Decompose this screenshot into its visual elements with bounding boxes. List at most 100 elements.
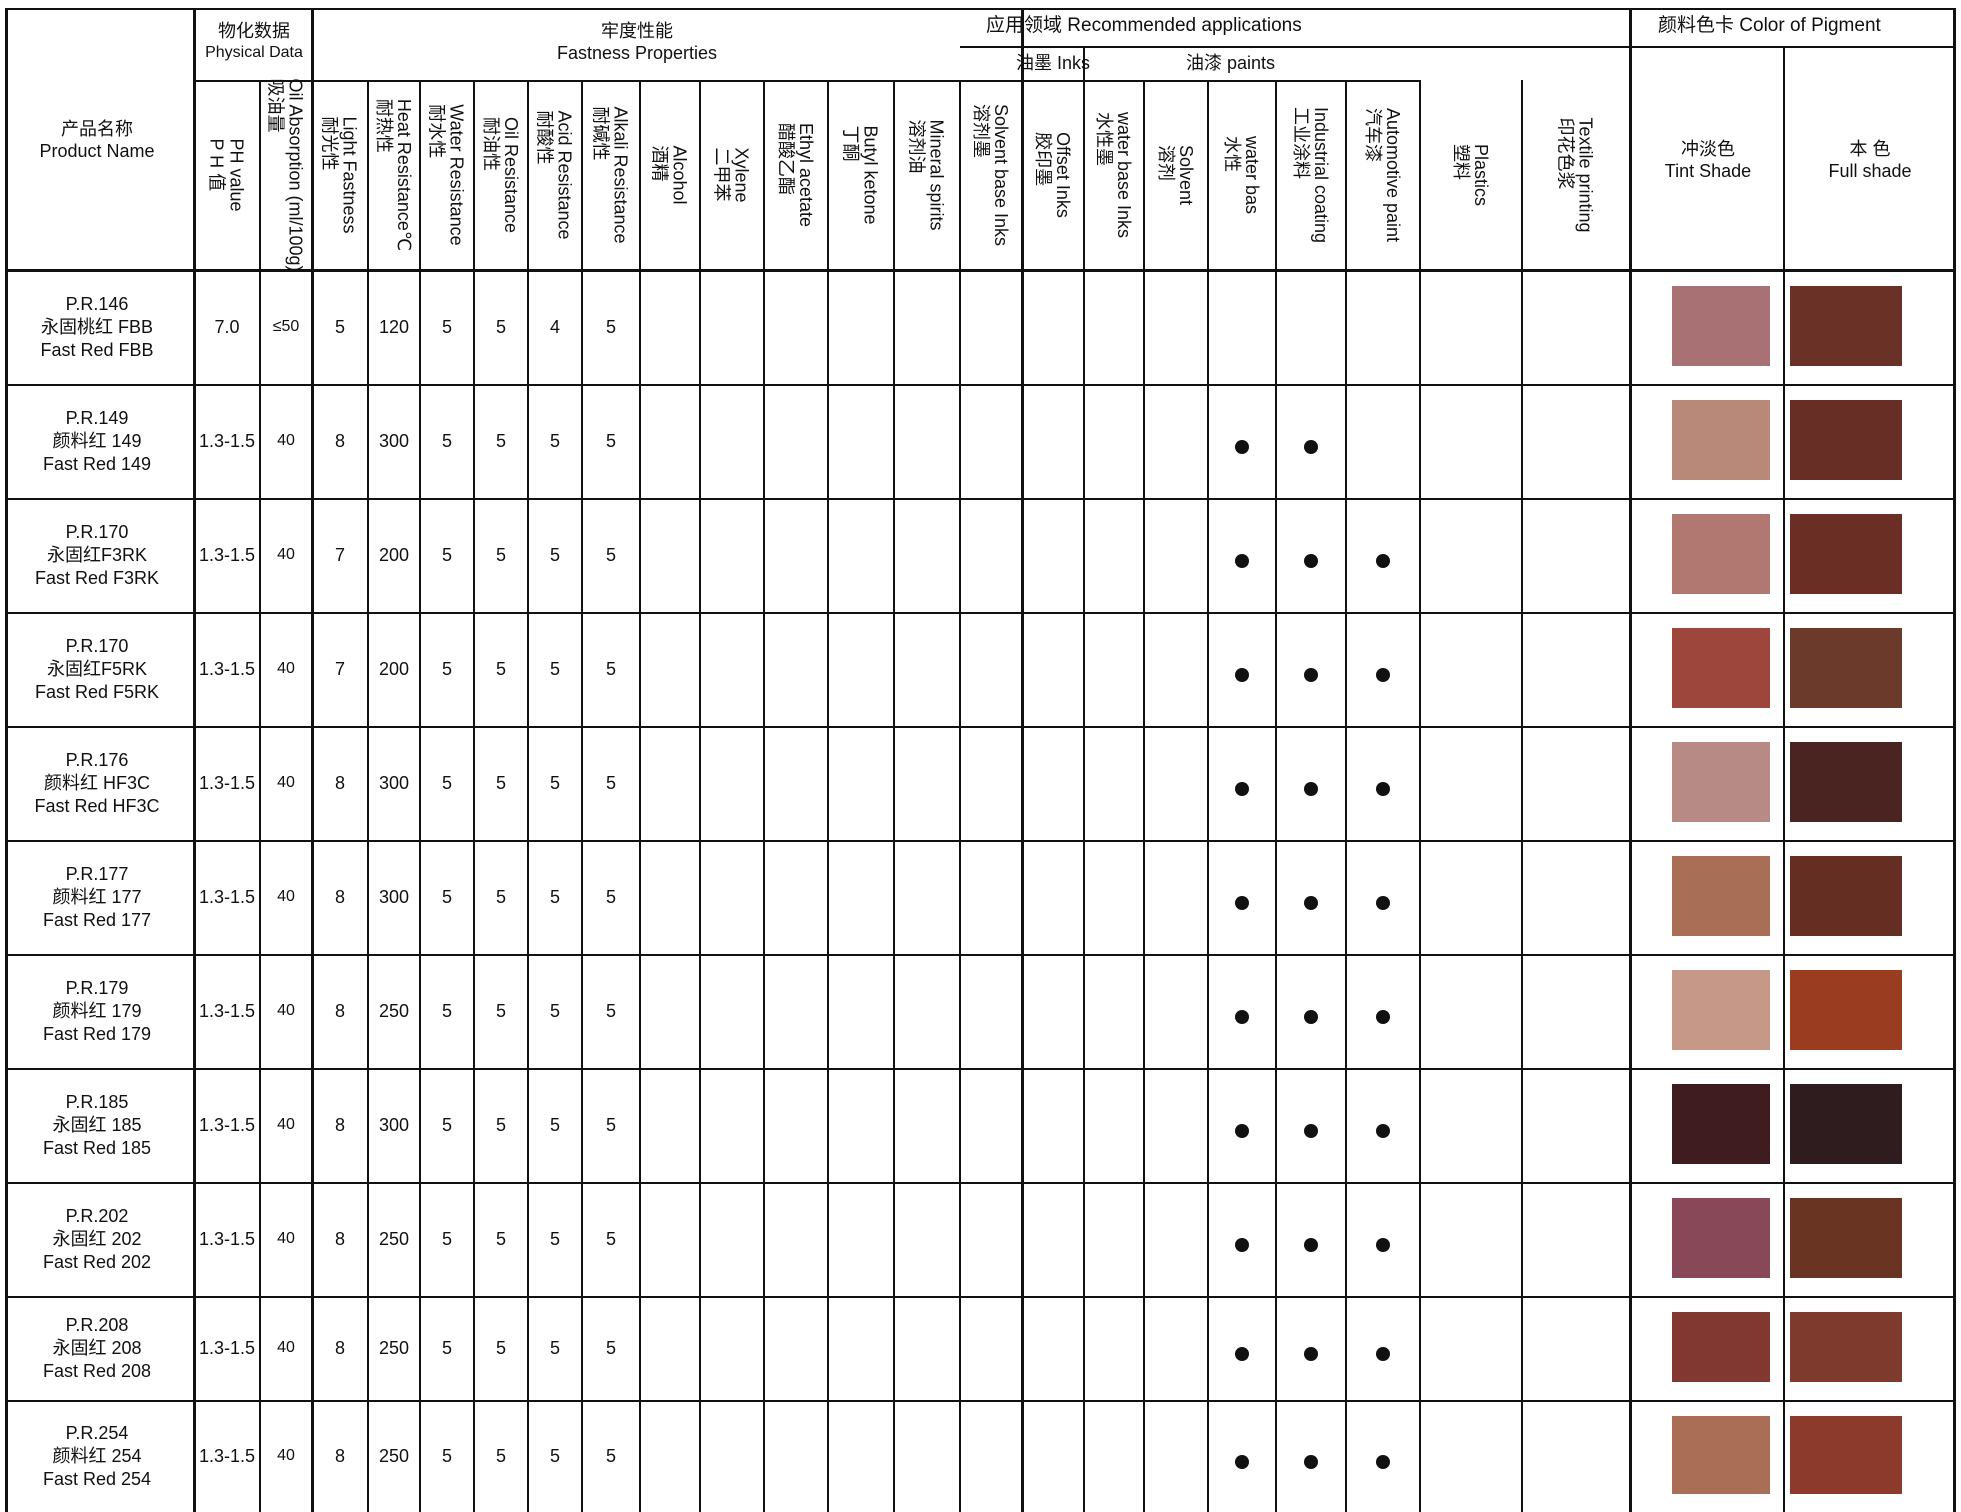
product-en: Fast Red 177 [42,909,152,930]
value-ph: 1.3-1.5 [198,430,256,451]
application-dot-industrial [1304,1124,1318,1138]
product-code: P.R.185 [65,1091,129,1112]
column-header-text: Butyl ketone 丁酮 [841,125,881,224]
value-water: 5 [441,1445,452,1466]
column-header-4: Heat Resistance℃ 耐热性 [368,84,420,266]
value-oilres: 5 [495,1445,506,1466]
column-header-en: Oil Absorption (ml/100g) [286,78,306,272]
value-light: 8 [334,772,345,793]
product-cn: 颜料红 149 [52,430,142,451]
column-header-cn: 塑料 [1450,143,1471,180]
full-shade-swatch [1790,1416,1902,1494]
grid-vline [473,80,475,1512]
product-name-header-cn: 产品名称 [61,119,133,139]
product-code: P.R.149 [65,407,129,428]
value-alkali: 5 [605,430,616,451]
column-header-3: Light Fastness 耐光性 [312,84,368,266]
application-dot-industrial [1304,440,1318,454]
grid-vline [699,80,701,1512]
product-code: P.R.179 [65,977,129,998]
value-oil: 40 [277,1339,295,1356]
value-alkali: 5 [605,772,616,793]
product-name-cell: P.R.170 永固红F5RK Fast Red F5RK [6,612,188,726]
product-en: Fast Red 208 [42,1360,152,1381]
full-shade-header: 本 色 Full shade [1786,120,1954,200]
product-name-cell: P.R.149 颜料红 149 Fast Red 149 [6,384,188,498]
column-header-22: Textile printing 印花色浆 [1522,84,1630,266]
value-oil: 40 [277,546,295,563]
product-code: P.R.170 [65,635,129,656]
full-shade-swatch [1790,286,1902,366]
grid-hline-physical [194,80,960,82]
value-alkali: 5 [605,1228,616,1249]
application-dot-water-bas [1235,440,1249,454]
grid-vline [1783,46,1785,1512]
value-alkali: 5 [605,544,616,565]
column-header-11: Ethyl acetate 醋酸乙酯 [764,84,828,266]
value-light: 8 [334,430,345,451]
column-header-5: Water Resistance 耐水性 [420,84,474,266]
value-light: 8 [334,1445,345,1466]
tint-shade-swatch [1672,514,1770,594]
value-heat: 300 [378,886,410,907]
tint-shade-swatch [1672,1312,1770,1382]
column-header-en: Water Resistance [447,104,468,246]
column-header-en: Heat Resistance℃ [394,98,414,252]
full-shade-swatch [1790,1084,1902,1164]
grid-hline-row [6,840,1954,842]
grid-hline-apps [960,46,1954,48]
fastness-properties-header: 牢度性能 Fastness Properties [314,12,960,72]
column-header-cn: 溶剂墨 [971,103,991,158]
column-header-cn: 吸油量 [266,78,286,133]
application-dot-industrial [1304,554,1318,568]
color-card-header: 颜料色卡 Color of Pigment [1632,8,1954,44]
column-header-text: Industrial coating 工业涂料 [1291,107,1331,243]
value-oil: ≤50 [272,318,300,335]
tint-shade-swatch [1672,742,1770,822]
column-header-text: Heat Resistance℃ 耐热性 [374,99,414,251]
value-acid: 5 [549,886,560,907]
application-dot-automotive [1376,1010,1390,1024]
value-ph: 1.3-1.5 [198,1445,256,1466]
column-header-15: Offset Inks 胶印墨 [1022,84,1084,266]
application-dot-water-bas [1235,1124,1249,1138]
tint-shade-swatch [1672,286,1770,366]
column-header-21: Plastics 塑料 [1420,84,1522,266]
column-header-text: Ethyl acetate 醋酸乙酯 [776,123,816,227]
value-oil: 40 [277,774,295,791]
column-header-text: Xylene 二甲苯 [712,147,752,202]
grid-vline [419,80,421,1512]
column-header-en: water bas [1242,135,1263,215]
product-name-header: 产品名称 Product Name [6,80,188,200]
physical-data-header: 物化数据 Physical Data [196,12,312,72]
applications-header-label: 应用领域 Recommended applications [986,15,1302,36]
grid-vline [1143,80,1145,1512]
column-header-text: water base Inks 水性墨 [1094,112,1134,238]
grid-vline [1952,8,1956,1512]
column-header-text: Solvent 溶剂 [1156,145,1196,205]
product-en: Fast Red F3RK [34,567,160,588]
column-header-2: Oil Absorption (ml/100g) 吸油量 [260,78,312,271]
column-header-text: Offset Inks 胶印墨 [1033,132,1073,218]
grid-hline-row [6,1400,1954,1402]
value-ph: 1.3-1.5 [198,544,256,565]
product-name-cell: P.R.179 颜料红 179 Fast Red 179 [6,954,188,1068]
column-header-19: Industrial coating 工业涂料 [1276,84,1346,266]
value-alkali: 5 [605,886,616,907]
product-code: P.R.170 [65,521,129,542]
value-heat: 250 [378,1000,410,1021]
product-en: Fast Red HF3C [34,795,160,816]
product-name-cell: P.R.254 颜料红 254 Fast Red 254 [6,1400,188,1512]
product-name-cell: P.R.208 永固红 208 Fast Red 208 [6,1296,188,1400]
column-header-cn: 耐热性 [374,98,394,153]
grid-vline [367,80,369,1512]
grid-vline [581,80,583,1512]
column-header-en: Textile printing [1576,117,1596,233]
full-shade-swatch [1790,514,1902,594]
column-header-cn: 耐酸性 [535,110,555,165]
tint-shade-header-en: Tint Shade [1664,161,1752,181]
value-alkali: 5 [605,1445,616,1466]
tint-shade-swatch [1672,400,1770,480]
column-header-cn: 醋酸乙酯 [776,122,796,195]
application-dot-automotive [1376,1455,1390,1469]
